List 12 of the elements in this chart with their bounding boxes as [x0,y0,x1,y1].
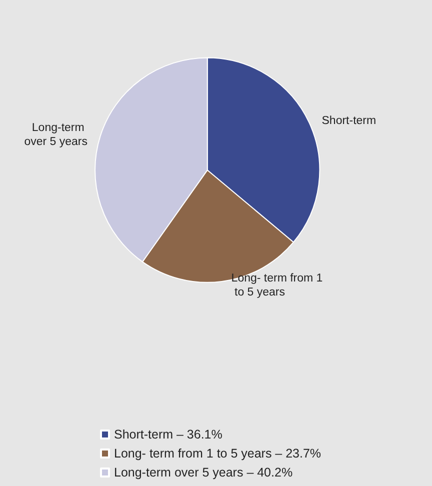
slice-label: Short-term [322,114,376,127]
legend-label: Short-term [114,428,174,442]
slice-label: Long- term from 1 to 5 years [231,272,323,298]
data-label: 40.2% [257,466,293,480]
legend-label: Long-term over 5 years [114,466,244,480]
text: – [246,466,254,480]
slice-label: Long-term over 5 years [24,122,88,148]
data-label: 23.7% [286,446,322,460]
data-label: 36.1% [186,428,222,442]
legend-label: Long- term from 1 to 5 years [114,446,272,460]
text: – [176,428,184,442]
text: – [275,446,282,460]
